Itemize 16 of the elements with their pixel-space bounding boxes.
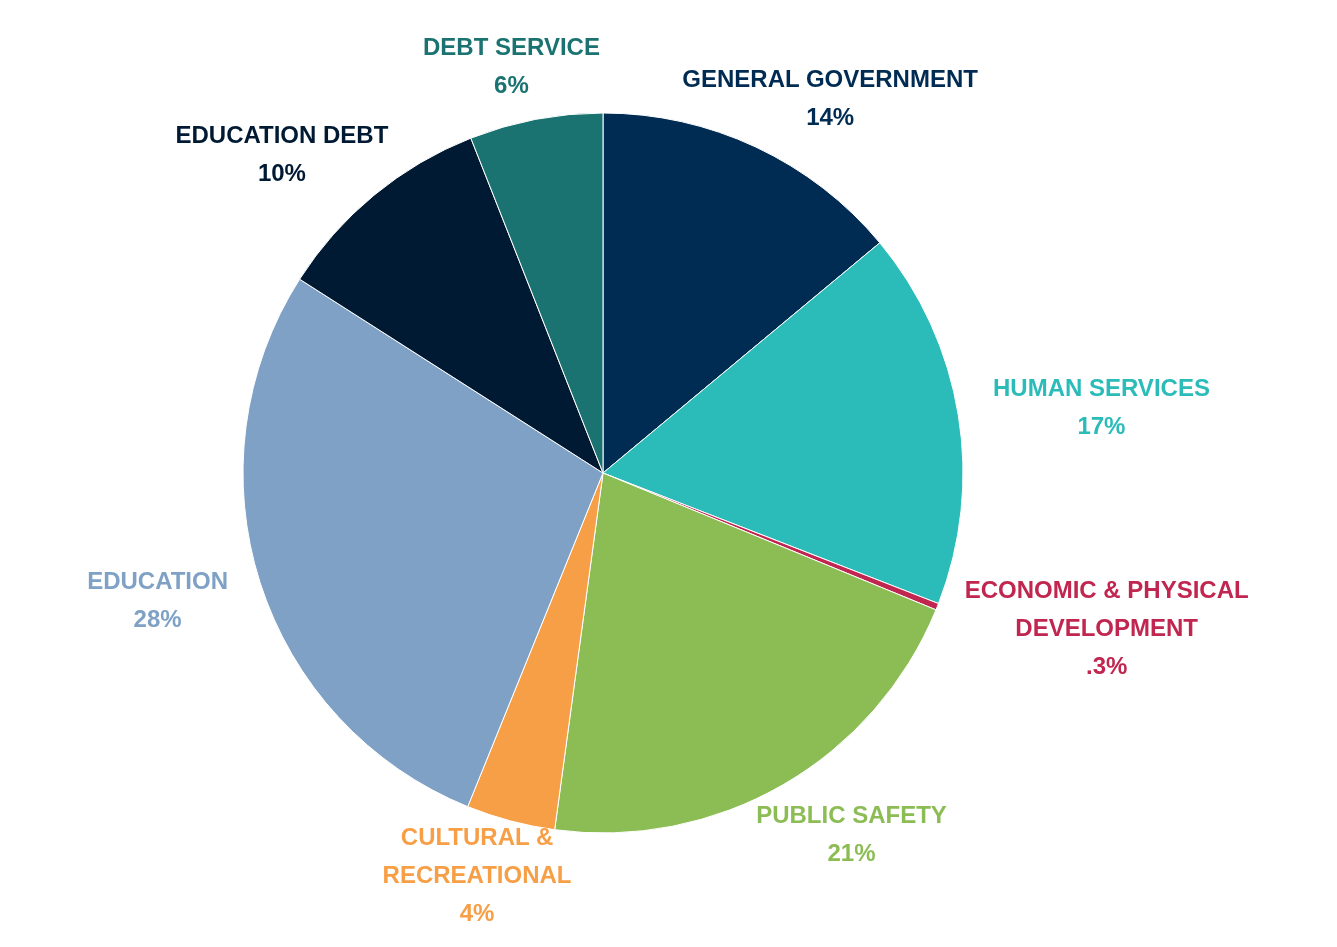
data-label: 14% xyxy=(806,103,855,131)
slice-label: DEBT SERVICE xyxy=(422,33,600,61)
data-label: 6% xyxy=(494,71,529,99)
slice-label: EDUCATION DEBT xyxy=(175,120,389,148)
slice-label: ECONOMIC & PHYSICAL DEVELOPMENT xyxy=(964,576,1249,642)
slice-label: HUMAN SERVICES xyxy=(992,374,1210,402)
data-label: .3% xyxy=(1086,652,1128,680)
slice-label: EDUCATION xyxy=(87,567,229,595)
data-label: 10% xyxy=(257,158,306,186)
data-label: 28% xyxy=(133,605,182,633)
slice-label: CULTURAL & RECREATIONAL xyxy=(382,823,572,889)
data-label: 17% xyxy=(1077,412,1126,440)
data-label: 4% xyxy=(459,899,495,927)
slice-label: GENERAL GOVERNMENT xyxy=(682,65,979,93)
slice-label: PUBLIC SAFETY xyxy=(756,800,947,828)
data-label: 21% xyxy=(827,838,876,866)
